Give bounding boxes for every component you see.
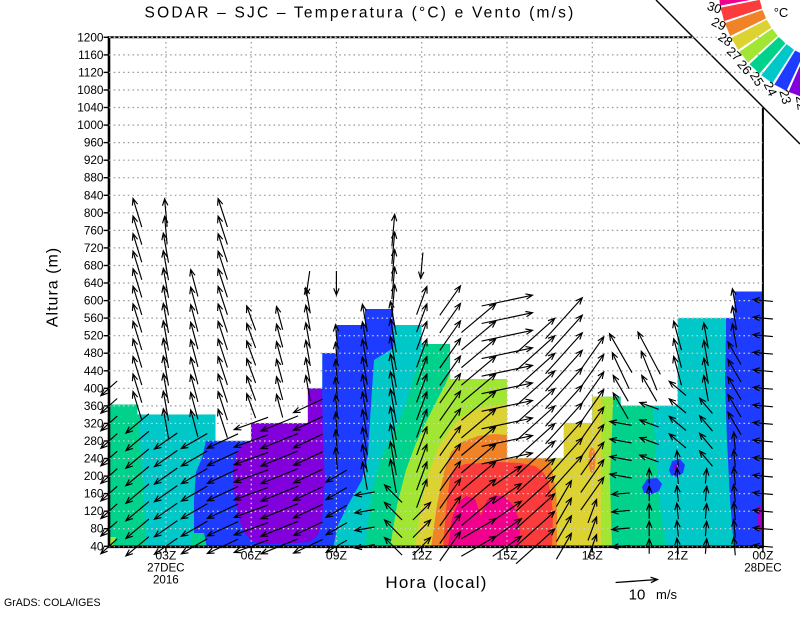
svg-text:°C: °C: [774, 5, 789, 20]
svg-text:1120: 1120: [78, 65, 104, 79]
svg-text:280: 280: [84, 434, 104, 448]
svg-text:200: 200: [84, 469, 104, 483]
svg-text:680: 680: [84, 258, 104, 272]
svg-text:560: 560: [84, 311, 104, 325]
svg-text:10: 10: [629, 587, 646, 604]
svg-text:28DEC: 28DEC: [744, 562, 781, 575]
svg-text:80: 80: [90, 522, 104, 536]
svg-text:27DEC: 27DEC: [147, 562, 184, 575]
svg-text:480: 480: [84, 346, 104, 360]
svg-text:15Z: 15Z: [497, 549, 519, 563]
svg-text:21Z: 21Z: [667, 549, 689, 563]
svg-text:1200: 1200: [77, 30, 104, 44]
svg-text:1040: 1040: [77, 101, 104, 115]
svg-text:320: 320: [84, 416, 104, 430]
svg-text:960: 960: [84, 136, 104, 150]
svg-text:800: 800: [84, 206, 104, 220]
svg-text:360: 360: [84, 399, 104, 413]
svg-text:1000: 1000: [77, 118, 104, 132]
svg-text:09Z: 09Z: [326, 549, 348, 563]
svg-text:40: 40: [90, 539, 104, 553]
svg-text:400: 400: [84, 381, 104, 395]
svg-text:18Z: 18Z: [582, 549, 604, 563]
svg-text:22: 22: [793, 95, 800, 111]
svg-text:520: 520: [84, 329, 104, 343]
svg-text:840: 840: [84, 188, 104, 202]
svg-text:920: 920: [84, 153, 104, 167]
svg-text:Altura (m): Altura (m): [45, 247, 62, 327]
svg-text:2016: 2016: [153, 574, 179, 587]
svg-text:23: 23: [776, 88, 794, 106]
svg-text:1080: 1080: [77, 83, 104, 97]
svg-text:SODAR – SJC – Temperatura: SODAR – SJC – Temperatura (°C) e Vento (…: [145, 5, 576, 22]
svg-text:28: 28: [715, 29, 735, 49]
svg-text:880: 880: [84, 171, 104, 185]
svg-text:720: 720: [84, 241, 104, 255]
svg-text:600: 600: [84, 294, 104, 308]
svg-text:640: 640: [84, 276, 104, 290]
svg-text:GrADS: COLA/IGES: GrADS: COLA/IGES: [4, 597, 101, 609]
svg-text:440: 440: [84, 364, 104, 378]
svg-text:24: 24: [761, 79, 780, 98]
svg-text:12Z: 12Z: [411, 549, 433, 563]
svg-text:06Z: 06Z: [241, 549, 263, 563]
svg-text:1160: 1160: [78, 48, 104, 62]
svg-text:760: 760: [84, 223, 104, 237]
svg-text:160: 160: [84, 487, 104, 501]
svg-text:25: 25: [747, 69, 767, 89]
svg-text:03Z: 03Z: [155, 549, 177, 563]
svg-text:240: 240: [84, 452, 104, 466]
svg-text:Hora (local): Hora (local): [385, 573, 487, 592]
svg-text:29: 29: [709, 14, 728, 34]
svg-text:30: 30: [705, 0, 723, 17]
svg-text:120: 120: [84, 504, 104, 518]
svg-text:m/s: m/s: [656, 587, 677, 602]
svg-text:00Z: 00Z: [752, 549, 774, 563]
